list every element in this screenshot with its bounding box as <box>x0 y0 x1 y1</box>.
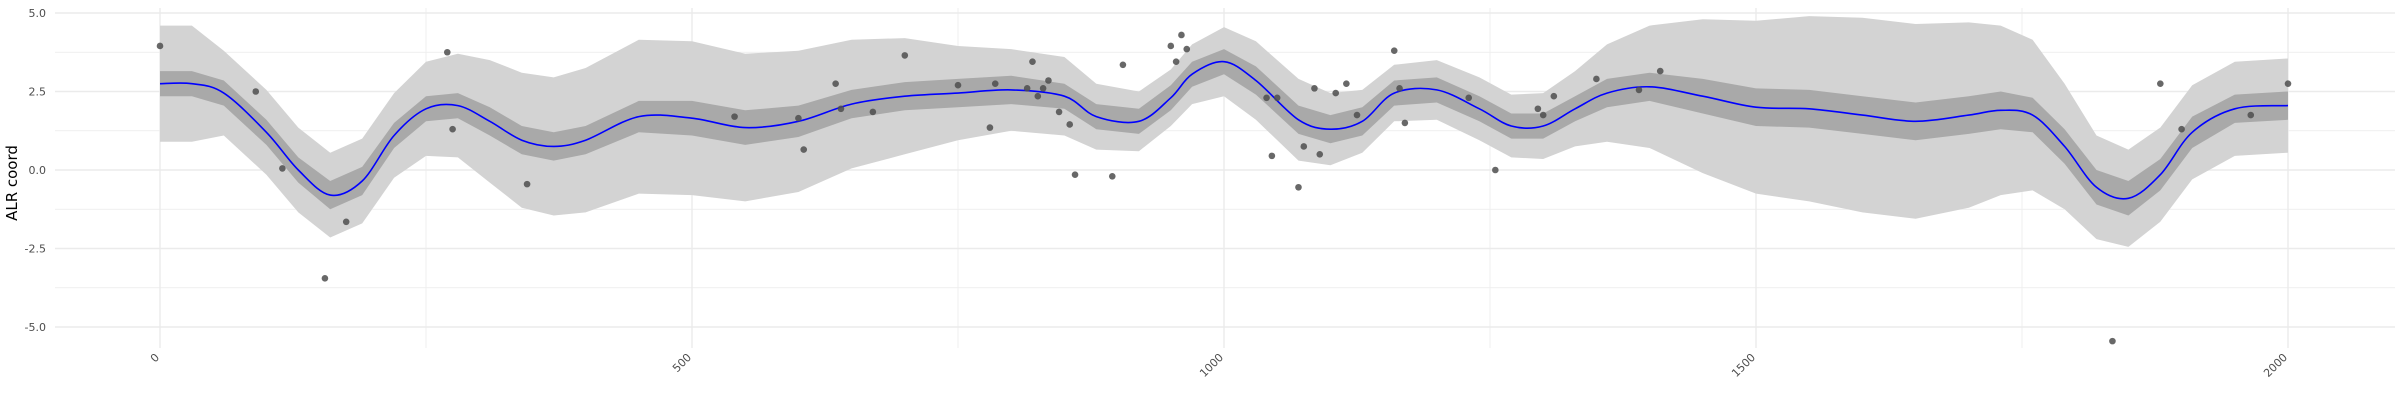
data-point <box>1108 172 1116 180</box>
mean-line-group <box>159 60 2289 200</box>
data-point <box>1401 119 1409 127</box>
data-point <box>1071 171 1079 179</box>
data-point <box>443 48 451 56</box>
data-point <box>1465 94 1473 102</box>
y-tick-label: -2.5 <box>25 243 46 256</box>
data-point <box>523 180 531 188</box>
data-point <box>1167 42 1175 50</box>
data-point <box>1390 47 1398 54</box>
data-point <box>954 81 962 89</box>
data-point <box>1635 86 1643 94</box>
inner-confidence-band <box>160 49 2288 216</box>
data-point <box>2247 111 2255 119</box>
data-point <box>1268 152 1276 160</box>
data-point <box>1183 45 1191 53</box>
data-point <box>156 42 164 50</box>
data-point <box>837 105 845 113</box>
data-point <box>321 275 329 282</box>
data-point <box>1353 111 1361 119</box>
data-point <box>731 113 738 120</box>
x-tick-label: 0 <box>148 351 162 365</box>
data-point <box>342 218 350 226</box>
data-point <box>1178 31 1185 39</box>
data-point <box>2109 337 2116 345</box>
data-point <box>1034 92 1042 100</box>
data-point <box>986 124 994 131</box>
x-tick-label: 2000 <box>2261 351 2290 380</box>
data-point <box>1492 166 1499 174</box>
data-point <box>1396 85 1403 92</box>
data-point <box>1550 92 1558 100</box>
data-point <box>901 52 909 59</box>
data-point <box>1066 121 1074 128</box>
data-point <box>1029 58 1036 65</box>
data-point <box>1300 143 1308 150</box>
data-point <box>1172 58 1180 65</box>
x-tick-label: 1500 <box>1729 351 1758 380</box>
data-point <box>1295 183 1302 191</box>
data-point <box>1311 85 1318 92</box>
data-point <box>1263 94 1270 102</box>
data-point <box>2284 80 2292 87</box>
data-point <box>2157 80 2164 87</box>
data-point <box>832 80 839 87</box>
y-tick-label: 0.0 <box>29 164 47 177</box>
data-point <box>449 125 456 133</box>
data-point <box>252 88 260 95</box>
data-point <box>1023 85 1031 92</box>
data-point <box>1534 105 1542 113</box>
data-point <box>1273 94 1281 102</box>
confidence-bands <box>160 16 2288 247</box>
data-point <box>279 165 286 172</box>
data-point <box>1119 61 1127 69</box>
y-tick-label: 5.0 <box>29 7 47 20</box>
data-point <box>795 114 802 122</box>
data-point <box>1316 151 1324 158</box>
data-point <box>2178 125 2185 133</box>
data-point <box>869 108 877 116</box>
data-point <box>1039 85 1047 92</box>
mean-line <box>159 60 2289 200</box>
data-point <box>1332 89 1340 97</box>
data-point <box>1045 77 1052 84</box>
data-point <box>1055 108 1063 116</box>
data-point <box>800 146 808 153</box>
y-tick-label: 2.5 <box>29 86 47 99</box>
data-point <box>1539 111 1547 119</box>
y-tick-label: -5.0 <box>25 321 46 334</box>
y-axis-ticks: -5.0 -2.5 0.0 2.5 5.0 <box>25 7 46 334</box>
outer-confidence-band <box>160 16 2288 247</box>
x-axis-ticks: 0 500 1000 1500 2000 <box>148 351 2290 380</box>
data-point <box>1343 80 1350 87</box>
data-point <box>1656 67 1664 75</box>
data-point <box>991 80 999 87</box>
data-point <box>1593 75 1600 83</box>
y-axis-title: ALR coord <box>3 145 21 221</box>
data-points <box>156 31 2292 345</box>
x-tick-label: 1000 <box>1197 351 1226 380</box>
x-tick-label: 500 <box>670 351 694 375</box>
